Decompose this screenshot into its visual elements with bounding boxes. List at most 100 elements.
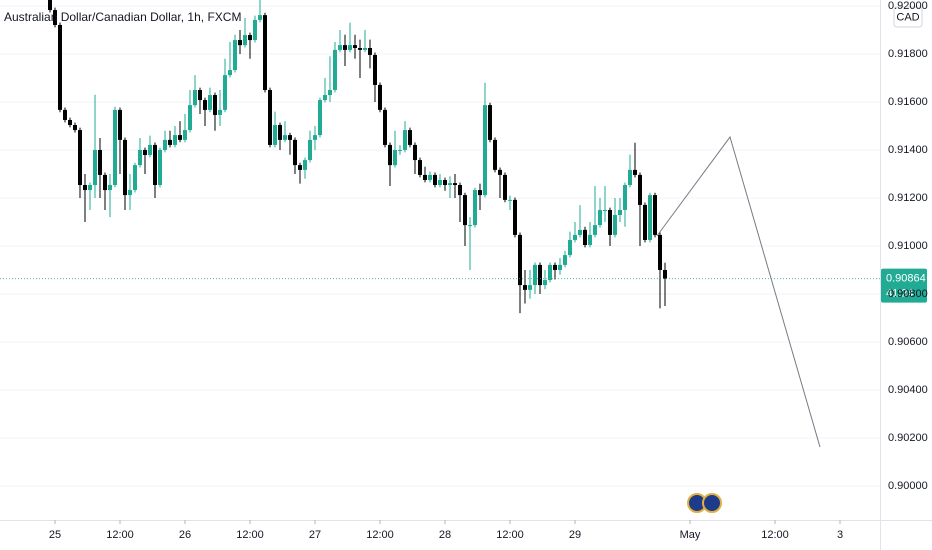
- candle-body: [118, 109, 122, 140]
- candle-body: [378, 84, 382, 110]
- x-tick-label: 29: [569, 529, 581, 541]
- candle-body: [133, 165, 137, 191]
- candle-body: [68, 119, 72, 126]
- candle-body: [573, 234, 577, 240]
- candle-body: [288, 135, 292, 140]
- candle-body: [588, 234, 592, 246]
- y-tick-label: 0.91200: [888, 192, 928, 204]
- candle-body: [508, 199, 512, 201]
- candle-body: [363, 47, 367, 50]
- y-tick-label: 0.91400: [888, 144, 928, 156]
- candle-body: [603, 209, 607, 211]
- candle-body: [58, 24, 62, 110]
- candle-body: [113, 109, 117, 186]
- candle-body: [223, 75, 227, 110]
- candle-body: [578, 229, 582, 235]
- candle-body: [353, 45, 357, 48]
- x-tick-label: 28: [439, 529, 451, 541]
- candle-body: [548, 264, 552, 281]
- candle-body: [308, 139, 312, 161]
- candle-body: [188, 105, 192, 131]
- candle-body: [258, 15, 262, 20]
- candle-body: [343, 45, 347, 50]
- candle-body: [138, 149, 142, 166]
- candle-body: [403, 130, 407, 150]
- candle-body: [103, 174, 107, 191]
- x-tick-label: 12:00: [366, 529, 394, 541]
- y-tick-label: 0.90200: [888, 432, 928, 444]
- candle-body: [328, 89, 332, 96]
- candle-body: [233, 40, 237, 71]
- candle-body: [253, 19, 257, 41]
- candle-body: [273, 125, 277, 145]
- projection-line: [656, 135, 821, 448]
- candle-body: [153, 144, 157, 186]
- y-tick-label: 0.92000: [888, 0, 928, 12]
- x-tick-label: 12:00: [236, 529, 264, 541]
- countdown-label: 41:24: [886, 288, 914, 300]
- candle-body: [423, 174, 427, 180]
- candle-body: [83, 185, 87, 191]
- candle-body: [323, 95, 327, 101]
- candle-body: [163, 139, 167, 150]
- candle-body: [213, 95, 217, 115]
- candle-body: [243, 35, 247, 46]
- candle-body: [478, 190, 482, 196]
- candle-body: [613, 215, 617, 235]
- x-tick-label: 12:00: [761, 529, 789, 541]
- candle-body: [313, 135, 317, 140]
- candle-body: [238, 40, 242, 46]
- y-tick-label: 0.90600: [888, 336, 928, 348]
- x-tick-label: May: [680, 529, 701, 541]
- candle-body: [393, 149, 397, 166]
- candle-body: [433, 174, 437, 186]
- candle-body: [543, 280, 547, 286]
- candle-body: [528, 285, 532, 290]
- candle-body: [193, 89, 197, 106]
- candle-body: [483, 105, 487, 196]
- candle-body: [648, 195, 652, 240]
- candle-body: [368, 47, 372, 55]
- candle-body: [523, 285, 527, 290]
- currency-box: [893, 6, 923, 28]
- candle-body: [63, 109, 67, 120]
- candle-body: [593, 225, 597, 235]
- candle-body: [638, 174, 642, 205]
- y-tick-label: 0.91000: [888, 240, 928, 252]
- candle-body: [53, 10, 57, 25]
- candle-body: [643, 204, 647, 240]
- candle-body: [383, 109, 387, 145]
- candle-body: [198, 89, 202, 101]
- candle-body: [413, 144, 417, 161]
- y-tick-label: 0.90400: [888, 384, 928, 396]
- x-tick-label: 25: [49, 529, 61, 541]
- candle-body: [608, 209, 612, 235]
- candle-body: [48, 0, 52, 11]
- candle-body: [298, 165, 302, 170]
- candle-body: [443, 179, 447, 186]
- candle-body: [583, 229, 587, 246]
- candle-body: [388, 144, 392, 166]
- x-tick-label: 3: [837, 529, 843, 541]
- candle-body: [398, 149, 402, 151]
- candle-body: [228, 70, 232, 76]
- candle-body: [283, 135, 287, 140]
- y-tick-label: 0.91800: [888, 48, 928, 60]
- candle-body: [143, 149, 147, 156]
- candle-body: [98, 149, 102, 175]
- last-price-label: 0.90864: [886, 273, 926, 285]
- candle-body: [458, 185, 462, 196]
- candle-body: [123, 139, 127, 196]
- candle-body: [503, 174, 507, 200]
- x-tick-label: 26: [179, 529, 191, 541]
- candle-body: [203, 100, 207, 110]
- candle-body: [563, 255, 567, 265]
- candle-body: [128, 190, 132, 196]
- candle-body: [628, 169, 632, 186]
- candle-body: [633, 169, 637, 175]
- candle-body: [473, 190, 477, 226]
- candle-body: [658, 234, 662, 270]
- x-tick-label: 12:00: [106, 529, 134, 541]
